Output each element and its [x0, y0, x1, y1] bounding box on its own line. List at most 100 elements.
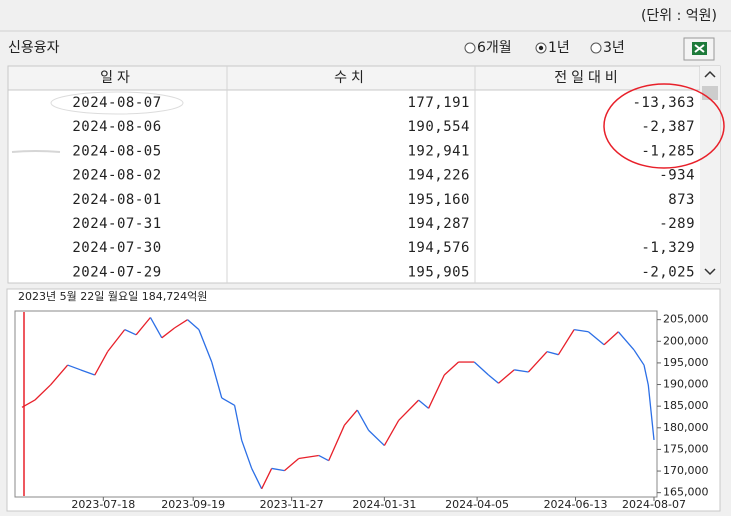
- radio-button[interactable]: [590, 42, 602, 54]
- change-cell: -13,363: [632, 95, 695, 111]
- change-cell: -1,285: [641, 143, 695, 159]
- line-segment: [617, 331, 635, 351]
- x-tick-label: 2023-07-18: [71, 498, 135, 511]
- line-segment: [398, 399, 420, 421]
- value-cell: 194,226: [407, 168, 470, 184]
- line-segment: [368, 429, 385, 446]
- line-segment: [318, 454, 330, 462]
- excel-button[interactable]: [683, 37, 715, 61]
- date-cell: 2024-07-30: [72, 240, 161, 256]
- date-cell: 2024-08-06: [72, 119, 161, 135]
- y-tick-label: 195,000: [663, 356, 709, 369]
- chart-subtitle: 2023년 5월 22일 월요일 184,724억원: [18, 289, 207, 303]
- line-segment: [161, 327, 176, 339]
- radio-dot: [538, 45, 544, 51]
- line-segment: [498, 369, 515, 384]
- line-segment: [233, 405, 243, 441]
- table-header: [7, 65, 701, 91]
- line-segment: [383, 420, 400, 446]
- change-cell: -1,329: [641, 240, 695, 256]
- date-cell: 2024-07-29: [72, 264, 161, 280]
- scroll-thumb[interactable]: [702, 86, 718, 100]
- scroll-down[interactable]: [704, 268, 716, 276]
- line-segment: [418, 399, 430, 409]
- table-frame: [7, 65, 721, 284]
- y-tick-label: 200,000: [663, 334, 709, 347]
- y-tick-label: 165,000: [663, 486, 709, 499]
- line-segment: [221, 397, 235, 406]
- line-segment: [603, 331, 619, 346]
- highlight-mark: [11, 150, 61, 153]
- y-tick-label: 175,000: [663, 442, 709, 455]
- x-tick-label: 2024-06-13: [544, 498, 608, 511]
- value-cell: 190,554: [407, 119, 470, 135]
- line-segment: [34, 384, 51, 401]
- line-segment: [527, 351, 548, 373]
- value-cell: 195,160: [407, 192, 470, 208]
- value-cell: 192,941: [407, 143, 470, 159]
- section-title: 신용융자: [8, 40, 60, 56]
- line-segment: [149, 317, 163, 339]
- unit-label: (단위 : 억원): [641, 8, 717, 24]
- line-segment: [343, 409, 358, 426]
- column-header: 수치: [334, 70, 368, 86]
- excel-icon-x: [694, 44, 705, 53]
- line-segment: [546, 351, 559, 356]
- value-cell: 177,191: [407, 95, 470, 111]
- scrollbar[interactable]: [700, 66, 720, 283]
- line-segment: [251, 468, 263, 490]
- x-tick-label: 2023-11-27: [260, 498, 324, 511]
- x-tick-label: 2024-04-05: [445, 498, 509, 511]
- line-segment: [50, 364, 69, 386]
- line-segment: [514, 369, 529, 373]
- line-segment: [284, 458, 300, 472]
- line-segment: [174, 319, 188, 329]
- line-segment: [643, 364, 649, 386]
- line-segment: [488, 374, 499, 384]
- line-segment: [198, 329, 213, 363]
- line-segment: [241, 440, 253, 469]
- change-cell: -2,387: [641, 119, 695, 135]
- line-segment: [271, 467, 285, 472]
- y-tick-label: 170,000: [663, 464, 709, 477]
- plot-area: [14, 310, 658, 498]
- value-cell: 194,287: [407, 216, 470, 232]
- column-header: 전일대비: [554, 70, 622, 86]
- date-cell: 2024-08-07: [72, 95, 161, 111]
- chart: 165,000 170,000 175,000 180,000 185,000 190,0…: [21, 312, 709, 511]
- period-selector: 6개월 1년 3년: [464, 40, 625, 56]
- line-segment: [124, 329, 137, 336]
- annotation-circle: [603, 83, 725, 169]
- value-cell: 195,905: [407, 264, 470, 280]
- y-tick-label: 180,000: [663, 421, 709, 434]
- date-cell: 2024-08-05: [72, 143, 161, 159]
- change-cell: -2,025: [641, 264, 695, 280]
- line-segment: [473, 361, 489, 376]
- line-segment: [94, 351, 109, 376]
- radio-label[interactable]: 3년: [603, 40, 625, 56]
- change-cell: 873: [668, 192, 695, 208]
- line-segment: [107, 329, 126, 353]
- line-segment: [211, 361, 223, 399]
- date-cell: 2024-07-31: [72, 216, 161, 232]
- change-cell: -934: [659, 168, 695, 184]
- line-segment: [443, 361, 459, 376]
- line-segment: [21, 399, 36, 408]
- scroll-up[interactable]: [704, 70, 716, 78]
- x-tick-label: 2024-01-31: [352, 498, 416, 511]
- line-segment: [587, 331, 605, 346]
- y-tick-label: 190,000: [663, 378, 709, 391]
- radio-button[interactable]: [464, 42, 476, 54]
- date-cell: 2024-08-02: [72, 168, 161, 184]
- line-segment: [633, 349, 645, 366]
- line-segment: [67, 364, 81, 371]
- value-cell: 194,576: [407, 240, 470, 256]
- line-segment: [187, 319, 200, 331]
- radio-label[interactable]: 6개월: [477, 40, 512, 56]
- column-header: 일자: [100, 70, 134, 86]
- x-tick-label: 2023-09-19: [161, 498, 225, 511]
- radio-label[interactable]: 1년: [548, 40, 570, 56]
- line-segment: [428, 374, 445, 409]
- line-segment: [261, 468, 273, 490]
